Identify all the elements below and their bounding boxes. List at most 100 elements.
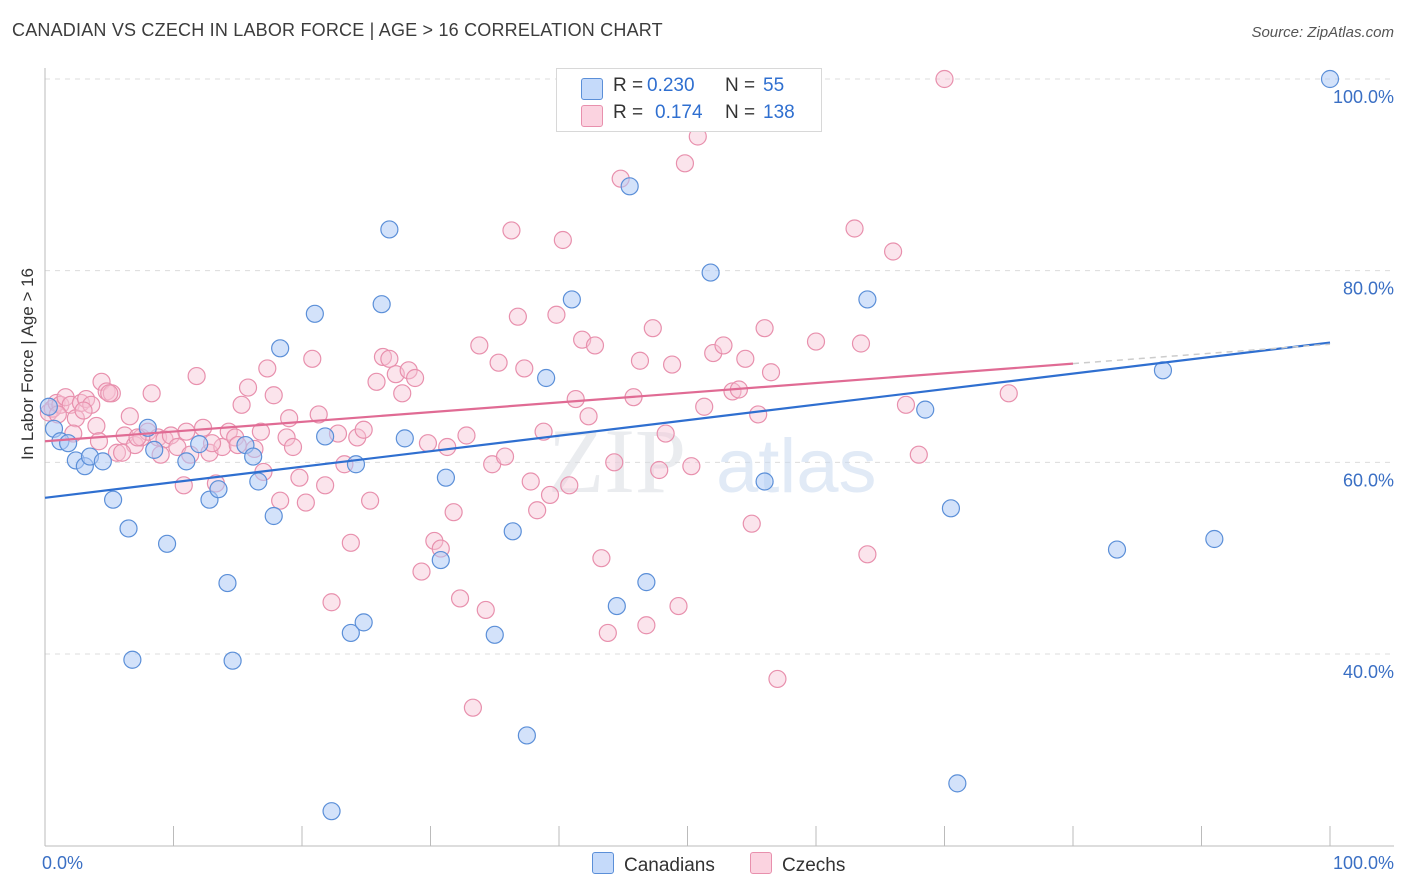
czech-point bbox=[476, 600, 495, 620]
czech-point bbox=[643, 319, 662, 338]
czech-point bbox=[742, 514, 761, 533]
canadian-point bbox=[1205, 529, 1224, 549]
czech-point bbox=[258, 359, 277, 378]
czechs-trend-line bbox=[44, 362, 1074, 443]
czech-point bbox=[187, 366, 206, 386]
czech-point bbox=[704, 343, 723, 363]
y-tick-label: 40.0% bbox=[1343, 662, 1394, 682]
czech-point bbox=[637, 616, 656, 635]
czech-point bbox=[585, 336, 605, 355]
x-tick-label: 100.0% bbox=[1333, 853, 1394, 873]
canadian-point bbox=[271, 339, 290, 358]
canadian-point bbox=[372, 295, 391, 314]
canadian-point bbox=[948, 774, 967, 793]
czechs-points bbox=[39, 69, 1018, 717]
czech-point bbox=[761, 363, 781, 382]
canadian-point bbox=[607, 596, 626, 616]
czech-point bbox=[213, 437, 232, 457]
czech-point bbox=[238, 378, 258, 397]
chart-title: CANADIAN VS CZECH IN LABOR FORCE | AGE >… bbox=[12, 20, 663, 40]
canadian-point bbox=[305, 304, 324, 323]
czech-point bbox=[669, 596, 688, 616]
czech-point bbox=[650, 460, 669, 480]
canadian-point bbox=[322, 802, 341, 821]
canadian-point bbox=[503, 522, 522, 541]
canadians-swatch bbox=[592, 852, 614, 874]
x-tick-label: 0.0% bbox=[42, 853, 83, 873]
canadian-point bbox=[436, 468, 456, 487]
czech-point bbox=[858, 545, 877, 564]
czech-point bbox=[999, 384, 1018, 403]
czech-point bbox=[354, 420, 373, 439]
y-axis-label: In Labor Force | Age > 16 bbox=[18, 267, 37, 460]
czech-point bbox=[528, 501, 547, 520]
canadian-point bbox=[1320, 69, 1340, 89]
czech-point bbox=[120, 407, 139, 426]
canadian-point bbox=[755, 472, 774, 491]
czech-point bbox=[277, 428, 296, 447]
czech-point bbox=[380, 349, 399, 368]
canadian-point bbox=[249, 472, 268, 491]
czech-point bbox=[495, 447, 515, 466]
canadian-point bbox=[209, 480, 228, 499]
canadian-point bbox=[701, 263, 720, 282]
trend-lines bbox=[44, 341, 1331, 499]
czech-point bbox=[438, 437, 457, 457]
czech-point bbox=[605, 453, 624, 472]
czech-point bbox=[107, 443, 127, 462]
canadian-point bbox=[59, 434, 78, 453]
czech-point bbox=[508, 307, 527, 326]
czech-point bbox=[418, 434, 438, 453]
czech-point bbox=[271, 491, 290, 510]
y-tick-label: 100.0% bbox=[1333, 87, 1394, 107]
watermark-atlas: atlas bbox=[716, 424, 877, 509]
axes bbox=[44, 68, 1394, 847]
canadian-point bbox=[264, 506, 283, 526]
canadian-point bbox=[177, 452, 196, 471]
czechs-label: Czechs bbox=[782, 855, 846, 876]
watermark-zip: ZIP bbox=[548, 410, 686, 512]
czech-point bbox=[444, 503, 463, 522]
czech-point bbox=[566, 389, 585, 409]
legend-n-value: 138 bbox=[763, 102, 795, 123]
czech-point bbox=[502, 221, 521, 240]
czech-point bbox=[540, 485, 560, 505]
canadian-point bbox=[157, 534, 177, 553]
canadians-label: Canadians bbox=[624, 855, 715, 876]
czech-point bbox=[87, 416, 106, 436]
czech-point bbox=[845, 219, 864, 238]
czech-point bbox=[883, 242, 903, 261]
czech-point bbox=[316, 476, 335, 495]
czech-point bbox=[322, 593, 341, 612]
stats-legend: R = 0.230 N = 55 R = 0.174 N = 138 bbox=[556, 68, 822, 132]
legend-r-value: 0.174 bbox=[655, 102, 703, 123]
y-tick-label: 80.0% bbox=[1343, 279, 1394, 299]
czech-point bbox=[463, 698, 483, 717]
czech-point bbox=[723, 382, 742, 401]
czech-point bbox=[656, 424, 675, 443]
czech-point bbox=[662, 355, 682, 374]
canadian-point bbox=[145, 440, 164, 459]
czech-point bbox=[547, 305, 566, 324]
canadian-point bbox=[431, 550, 450, 570]
czech-point bbox=[935, 69, 954, 89]
czech-point bbox=[560, 476, 579, 495]
czech-point bbox=[100, 384, 119, 403]
czech-point bbox=[768, 669, 787, 689]
legend-n-label: N = bbox=[725, 102, 756, 123]
czech-point bbox=[592, 549, 611, 568]
bottom-legend-czechs[interactable]: Czechs bbox=[750, 852, 845, 877]
canadian-point bbox=[316, 427, 335, 446]
canadian-point bbox=[354, 613, 373, 632]
canadian-point bbox=[39, 397, 58, 416]
canadian-point bbox=[123, 650, 142, 669]
czech-point bbox=[393, 384, 412, 403]
czech-point bbox=[309, 405, 328, 424]
tick-labels: 40.0% 60.0% 80.0% 100.0% 0.0% 100.0% bbox=[42, 87, 1394, 873]
bottom-legend-canadians[interactable]: Canadians bbox=[592, 852, 715, 877]
czech-point bbox=[851, 334, 871, 353]
czech-point bbox=[74, 401, 93, 420]
canadian-point bbox=[119, 519, 138, 538]
czech-point bbox=[142, 384, 161, 403]
canadian-point bbox=[485, 625, 504, 644]
